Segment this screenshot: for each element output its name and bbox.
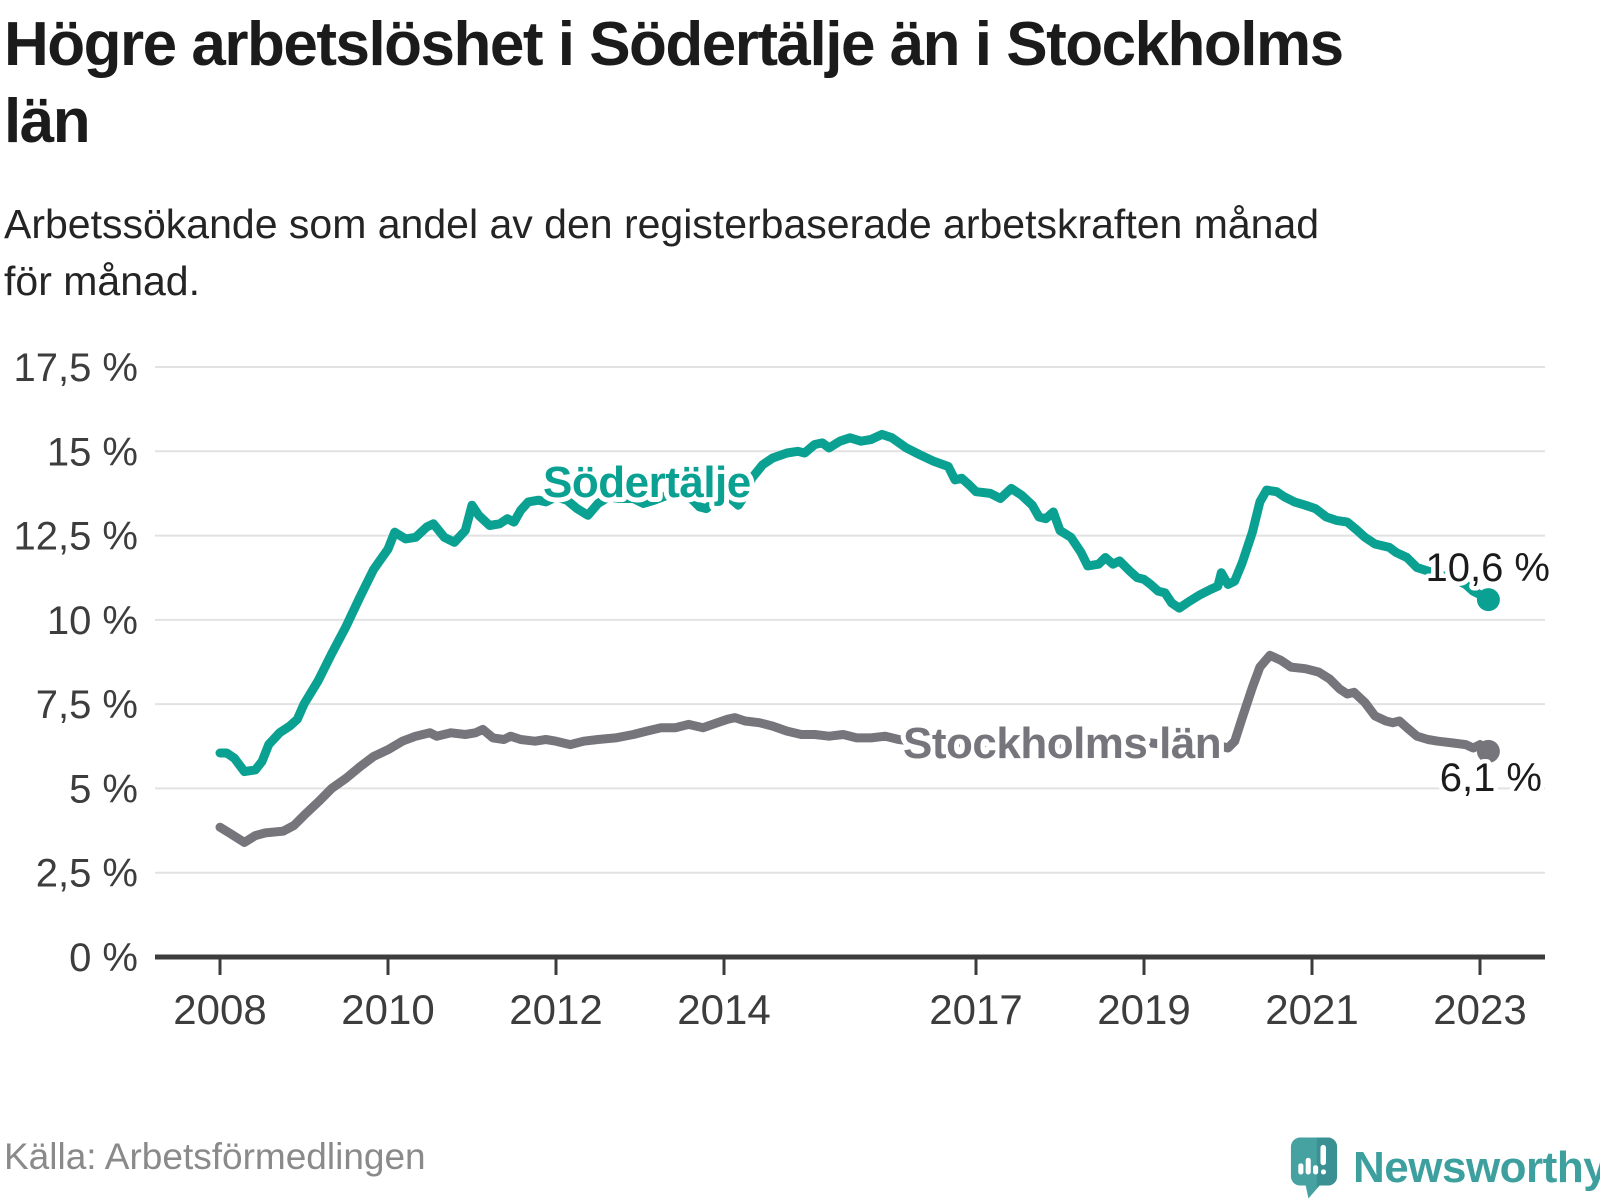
x-tick-label: 2023 — [1433, 986, 1526, 1033]
end-value-label-Södertälje: 10,6 % — [1425, 546, 1550, 590]
gridlines — [155, 366, 1545, 874]
newsworthy-logo-text: Newsworthy — [1353, 1143, 1600, 1192]
x-tick-label: 2010 — [341, 986, 434, 1033]
chart-subtitle: Arbetssökande som andel av den registerb… — [4, 196, 1564, 310]
x-axis-labels: 2008 2010 2012 2014 2017 2019 2021 2023 — [173, 986, 1526, 1033]
x-tick-label: 2017 — [929, 986, 1022, 1033]
y-axis-labels: 0 % 2,5 % 5 % 7,5 % 10 % 12,5 % 15 % 17,5 % — [13, 346, 138, 980]
end-value-label-Stockholms län: 6,1 % — [1440, 756, 1542, 800]
title-line-1: Högre arbetslöshet i Södertälje än i Sto… — [4, 10, 1344, 79]
x-tick-label: 2008 — [173, 986, 266, 1033]
end-dot-Stockholms län — [1476, 739, 1500, 763]
y-tick-label: 5 % — [69, 767, 138, 811]
series-end-value-labels: 10,6 % 6,1 % — [1421, 542, 1555, 805]
series-lines — [215, 429, 1493, 847]
x-tick-label: 2019 — [1097, 986, 1190, 1033]
logo-bar-chart-glyph — [1298, 1144, 1326, 1175]
series-line-Stockholms län — [215, 650, 1493, 847]
newsworthy-logo-icon — [1290, 1137, 1338, 1199]
subtitle-line-1: Arbetssökande som andel av den registerb… — [4, 201, 1320, 247]
y-tick-label: 15 % — [47, 430, 138, 474]
newsworthy-logo: Newsworthy — [1290, 1136, 1600, 1200]
title-line-2: län — [4, 87, 91, 156]
series-label-Stockholms län: Stockholms län — [903, 719, 1221, 768]
x-tick-label: 2021 — [1265, 986, 1358, 1033]
page-title: Högre arbetslöshet i Södertälje än i Sto… — [4, 6, 1584, 160]
series-end-dots — [1476, 588, 1500, 763]
x-axis — [155, 954, 1545, 975]
y-tick-label: 0 % — [69, 936, 138, 980]
subtitle-line-2: för månad. — [4, 258, 200, 304]
y-tick-label: 12,5 % — [13, 515, 138, 559]
y-tick-label: 2,5 % — [36, 852, 138, 896]
end-dot-Södertälje — [1476, 588, 1500, 612]
x-tick-label: 2012 — [509, 986, 602, 1033]
y-tick-label: 7,5 % — [36, 683, 138, 727]
x-tick-label: 2014 — [677, 986, 770, 1033]
source-note: Källa: Arbetsförmedlingen — [4, 1136, 426, 1177]
y-tick-label: 10 % — [47, 599, 138, 643]
y-tick-label: 17,5 % — [13, 346, 138, 390]
series-line-Södertälje — [215, 429, 1493, 777]
series-labels: Södertälje Stockholms län — [538, 453, 1227, 773]
series-label-Södertälje: Södertälje — [543, 458, 751, 507]
